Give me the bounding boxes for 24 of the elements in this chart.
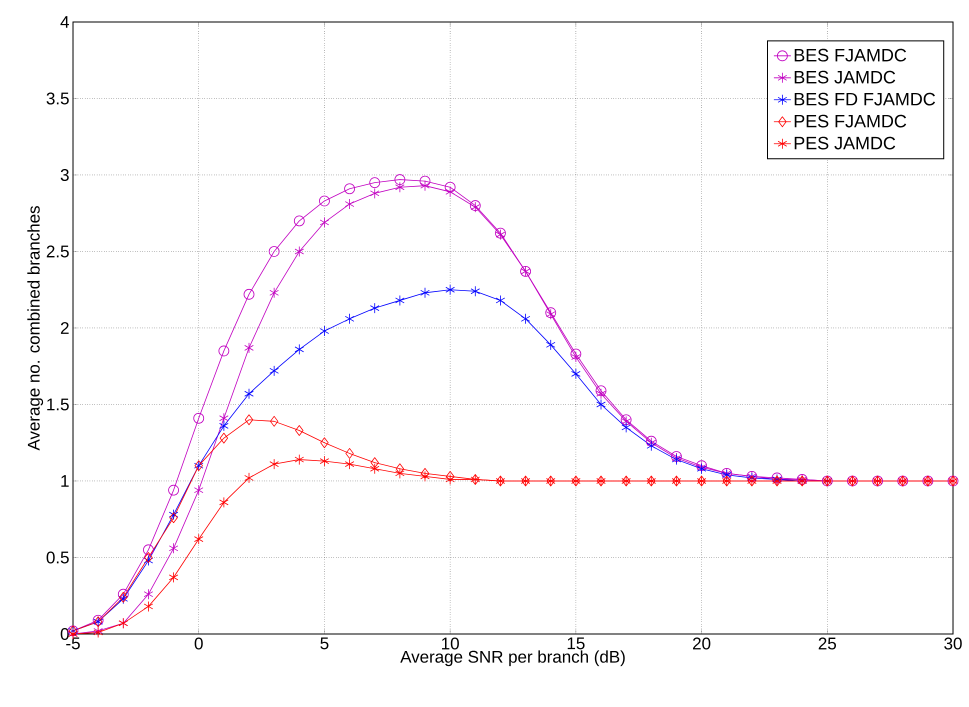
legend-label: PES JAMDC [794,136,896,150]
x-tick-label: 20 [693,638,710,650]
x-tick-label: 25 [818,638,836,650]
legend-label: BES JAMDC [794,70,896,84]
legend-label: PES FJAMDC [794,114,906,128]
y-tick-label: 2 [60,322,69,334]
y-axis-title: Average no. combined branches [27,206,44,451]
legend-label: BES FJAMDC [794,48,906,62]
x-tick-label: 10 [442,638,459,650]
x-tick-label: 0 [194,638,203,650]
legend-label: BES FD FJAMDC [794,92,936,106]
y-tick-label: 4 [60,16,69,28]
x-tick-label: 5 [320,638,328,650]
x-axis-title: Average SNR per branch (dB) [400,650,625,666]
y-tick-label: 0.5 [46,551,69,564]
y-tick-label: 1.5 [47,398,69,410]
y-tick-label: 1 [61,475,69,487]
y-tick-label: 3 [60,168,69,181]
x-tick-label: 15 [568,638,585,650]
y-tick-label: 2.5 [46,245,69,258]
x-tick-label: -5 [66,638,80,650]
y-tick-label: 3.5 [46,92,69,104]
y-tick-label: 0 [60,628,69,640]
x-tick-label: 30 [944,638,962,650]
